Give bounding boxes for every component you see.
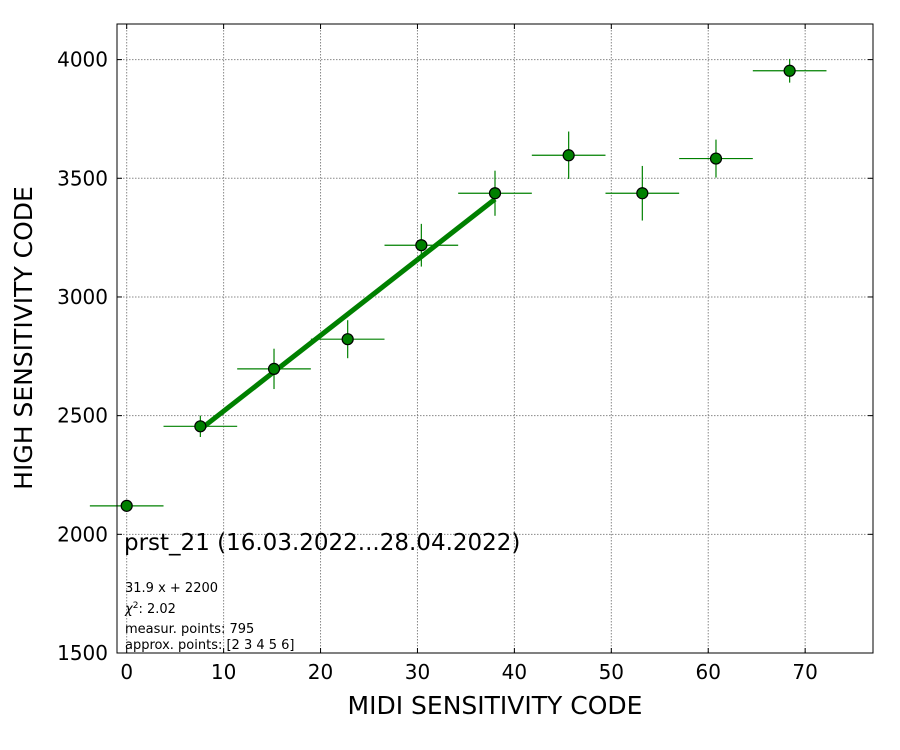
y-tick-label: 2000 [57,522,108,546]
x-tick-label: 70 [792,660,817,684]
fit-line [198,197,497,432]
x-tick-label: 10 [211,660,236,684]
annotation-approx-points: approx. points: [2 3 4 5 6] [125,638,295,653]
plot-frame [116,23,874,654]
data-point [562,149,575,162]
data-point [341,333,354,346]
y-tick-label: 3000 [57,285,108,309]
y-tick-label: 3500 [57,166,108,190]
annotation-equation: 31.9 x + 2200 [125,581,218,596]
data-point [120,499,133,512]
data-point [488,187,502,200]
x-tick-label: 0 [120,660,133,684]
x-tick-label: 50 [599,660,624,684]
y-axis-label: HIGH SENSITIVITY CODE [9,186,38,490]
x-axis-label: MIDI SENSITIVITY CODE [348,691,643,720]
data-point [415,239,428,252]
x-tick-label: 40 [502,660,527,684]
y-tick-labels: 1500 2000 2500 3000 3500 4000 [57,48,108,665]
annotation-chi2-value: 2.02 [147,602,176,617]
y-tick-label: 4000 [57,48,108,72]
annotation-measur-points: measur. points: 795 [125,622,254,637]
x-tick-label: 20 [308,660,333,684]
data-point [267,362,281,375]
data-point [783,64,796,77]
data-point [709,152,723,165]
data-point [636,187,649,200]
y-tick-label: 2500 [57,404,108,428]
data-point [194,420,207,433]
fit-layer [198,197,497,432]
x-tick-labels: 0 10 20 30 40 50 60 70 [120,660,818,684]
point-layer [120,64,796,512]
y-tick-label: 1500 [57,641,108,665]
plot-area [117,24,873,653]
annotation-chi2: χ2: 2.02 [124,601,176,617]
x-tick-label: 60 [696,660,721,684]
annotation-title: prst_21 (16.03.2022...28.04.2022) [124,530,520,556]
x-tick-label: 30 [405,660,430,684]
